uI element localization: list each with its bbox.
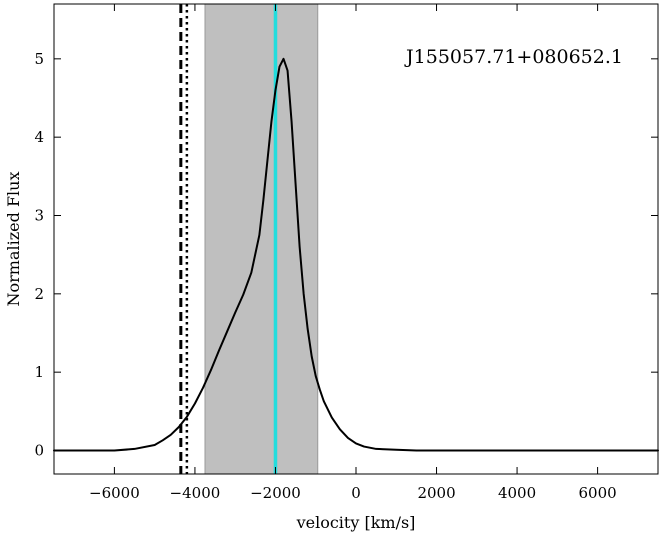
x-tick-label: −6000 — [89, 484, 140, 502]
x-axis-label: velocity [km/s] — [296, 513, 416, 532]
x-tick-label: −4000 — [170, 484, 221, 502]
y-tick-label: 5 — [34, 50, 44, 68]
plot-background — [54, 4, 658, 474]
y-axis-label: Normalized Flux — [4, 172, 23, 307]
y-tick-label: 3 — [34, 207, 44, 225]
x-tick-label: 4000 — [498, 484, 536, 502]
y-tick-label: 4 — [34, 128, 44, 146]
x-tick-label: 2000 — [417, 484, 455, 502]
x-tick-label: −2000 — [250, 484, 301, 502]
x-tick-label: 6000 — [579, 484, 617, 502]
x-tick-label: 0 — [351, 484, 361, 502]
y-tick-label: 2 — [34, 285, 44, 303]
series-line-0 — [53, 57, 659, 452]
annotation-label: J155057.71+080652.1 — [404, 46, 623, 68]
y-tick-label: 1 — [34, 363, 44, 381]
y-tick-label: 0 — [34, 442, 44, 460]
shaded-region — [204, 3, 319, 475]
